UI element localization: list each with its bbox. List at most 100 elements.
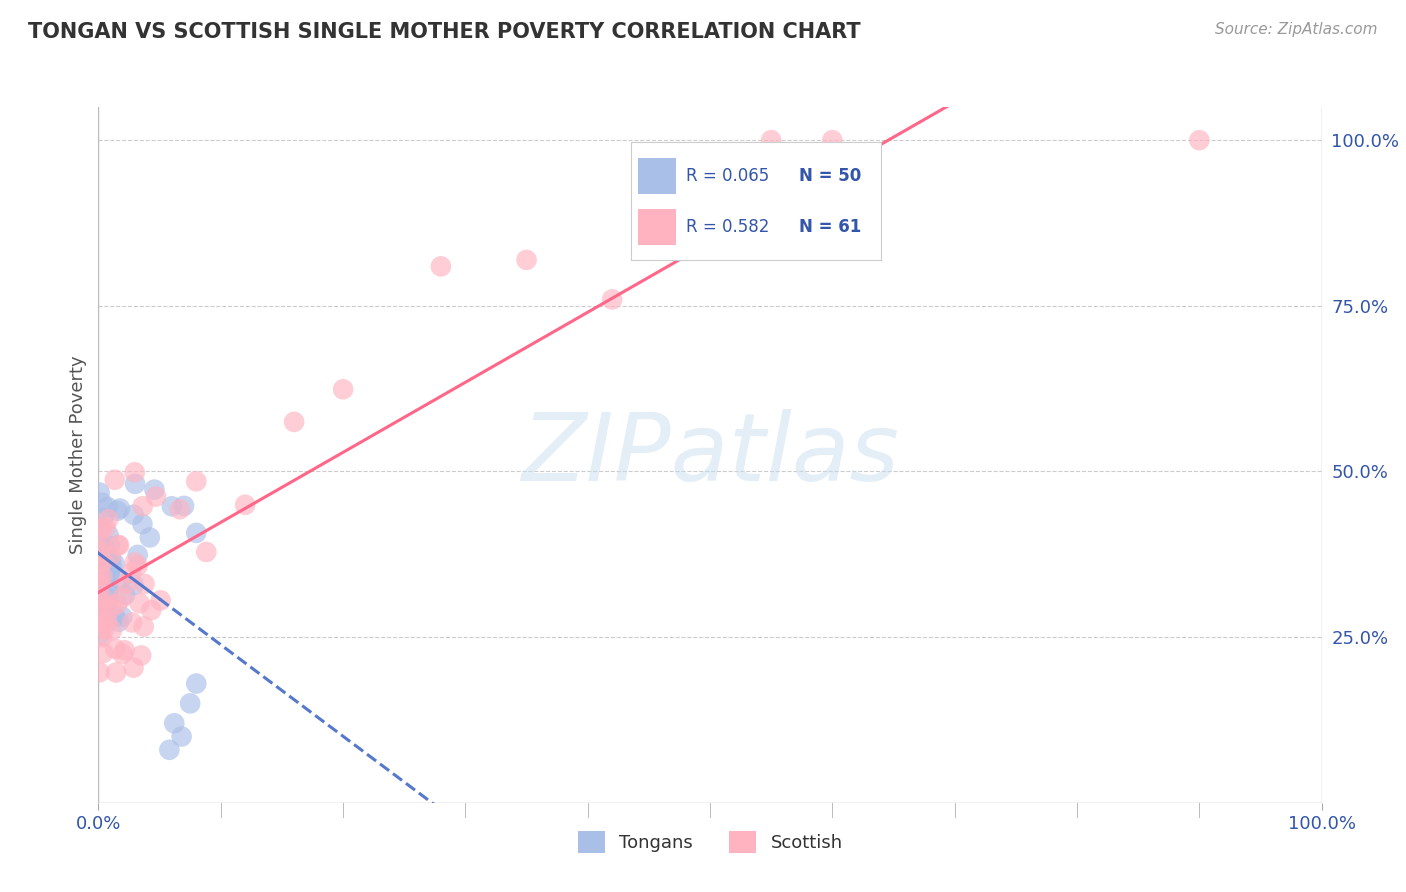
- Point: [89, 566, 111, 580]
- Point: [157, 743, 180, 757]
- Text: Source: ZipAtlas.com: Source: ZipAtlas.com: [1215, 22, 1378, 37]
- Point: [186, 525, 208, 540]
- Point: [195, 545, 218, 559]
- Point: [124, 556, 146, 570]
- Point: [94, 545, 117, 559]
- Point: [89, 628, 111, 642]
- Point: [120, 566, 142, 580]
- Point: [89, 573, 111, 587]
- Point: [96, 549, 118, 563]
- Point: [600, 293, 623, 307]
- Point: [91, 596, 114, 610]
- Point: [160, 500, 183, 514]
- Legend: Tongans, Scottish: Tongans, Scottish: [571, 823, 849, 860]
- Point: [89, 485, 111, 500]
- Point: [91, 630, 114, 644]
- Point: [94, 567, 117, 582]
- Point: [91, 511, 114, 525]
- Point: [233, 498, 256, 512]
- Point: [430, 260, 453, 274]
- Text: TONGAN VS SCOTTISH SINGLE MOTHER POVERTY CORRELATION CHART: TONGAN VS SCOTTISH SINGLE MOTHER POVERTY…: [28, 22, 860, 42]
- Point: [89, 520, 111, 534]
- Point: [124, 476, 146, 491]
- Point: [90, 522, 112, 536]
- Point: [139, 531, 162, 545]
- Point: [97, 500, 120, 515]
- Point: [97, 585, 120, 599]
- Point: [89, 578, 111, 592]
- Point: [104, 557, 127, 571]
- Point: [89, 551, 111, 566]
- Point: [104, 610, 127, 624]
- Text: ZIPatlas: ZIPatlas: [522, 409, 898, 500]
- Point: [131, 517, 153, 532]
- Point: [134, 577, 156, 591]
- Point: [121, 615, 143, 630]
- Point: [104, 641, 127, 656]
- Point: [94, 597, 117, 611]
- Point: [127, 548, 149, 562]
- Point: [115, 577, 138, 591]
- Point: [110, 573, 132, 587]
- Point: [91, 554, 114, 568]
- Point: [91, 607, 114, 621]
- Point: [173, 499, 195, 513]
- Point: [332, 382, 354, 396]
- Point: [170, 730, 193, 744]
- Y-axis label: Single Mother Poverty: Single Mother Poverty: [69, 356, 87, 554]
- Point: [96, 614, 118, 628]
- Point: [90, 614, 112, 628]
- Point: [100, 549, 122, 564]
- Point: [98, 566, 121, 581]
- Point: [105, 504, 128, 518]
- Point: [699, 193, 721, 207]
- Point: [149, 593, 172, 607]
- Point: [107, 615, 129, 629]
- Point: [97, 528, 120, 542]
- Point: [122, 578, 145, 592]
- Point: [93, 549, 115, 564]
- Point: [107, 538, 129, 552]
- Point: [1188, 133, 1211, 147]
- Point: [101, 559, 124, 574]
- Point: [105, 597, 128, 611]
- Point: [111, 609, 134, 624]
- Point: [89, 542, 111, 557]
- Point: [169, 502, 191, 516]
- Point: [97, 581, 120, 595]
- Point: [141, 603, 163, 617]
- Point: [96, 597, 118, 611]
- Point: [179, 697, 201, 711]
- Point: [128, 596, 150, 610]
- Point: [114, 588, 136, 602]
- Point: [89, 531, 111, 545]
- Point: [91, 646, 114, 660]
- Point: [186, 676, 208, 690]
- Point: [91, 591, 114, 605]
- Point: [101, 624, 124, 638]
- Point: [89, 665, 111, 680]
- Point: [89, 546, 111, 560]
- Point: [186, 475, 208, 489]
- Point: [91, 569, 114, 583]
- Point: [89, 561, 111, 575]
- Point: [97, 591, 120, 606]
- Point: [93, 623, 115, 637]
- Point: [283, 415, 305, 429]
- Point: [94, 616, 117, 631]
- Point: [104, 473, 127, 487]
- Point: [100, 601, 122, 615]
- Point: [515, 252, 537, 267]
- Point: [124, 466, 146, 480]
- Point: [108, 538, 131, 552]
- Point: [94, 520, 117, 534]
- Point: [90, 572, 112, 586]
- Point: [98, 539, 121, 553]
- Point: [122, 508, 145, 522]
- Point: [98, 568, 121, 582]
- Point: [97, 512, 120, 526]
- Point: [111, 591, 134, 605]
- Point: [821, 133, 844, 147]
- Point: [143, 483, 166, 497]
- Point: [145, 490, 167, 504]
